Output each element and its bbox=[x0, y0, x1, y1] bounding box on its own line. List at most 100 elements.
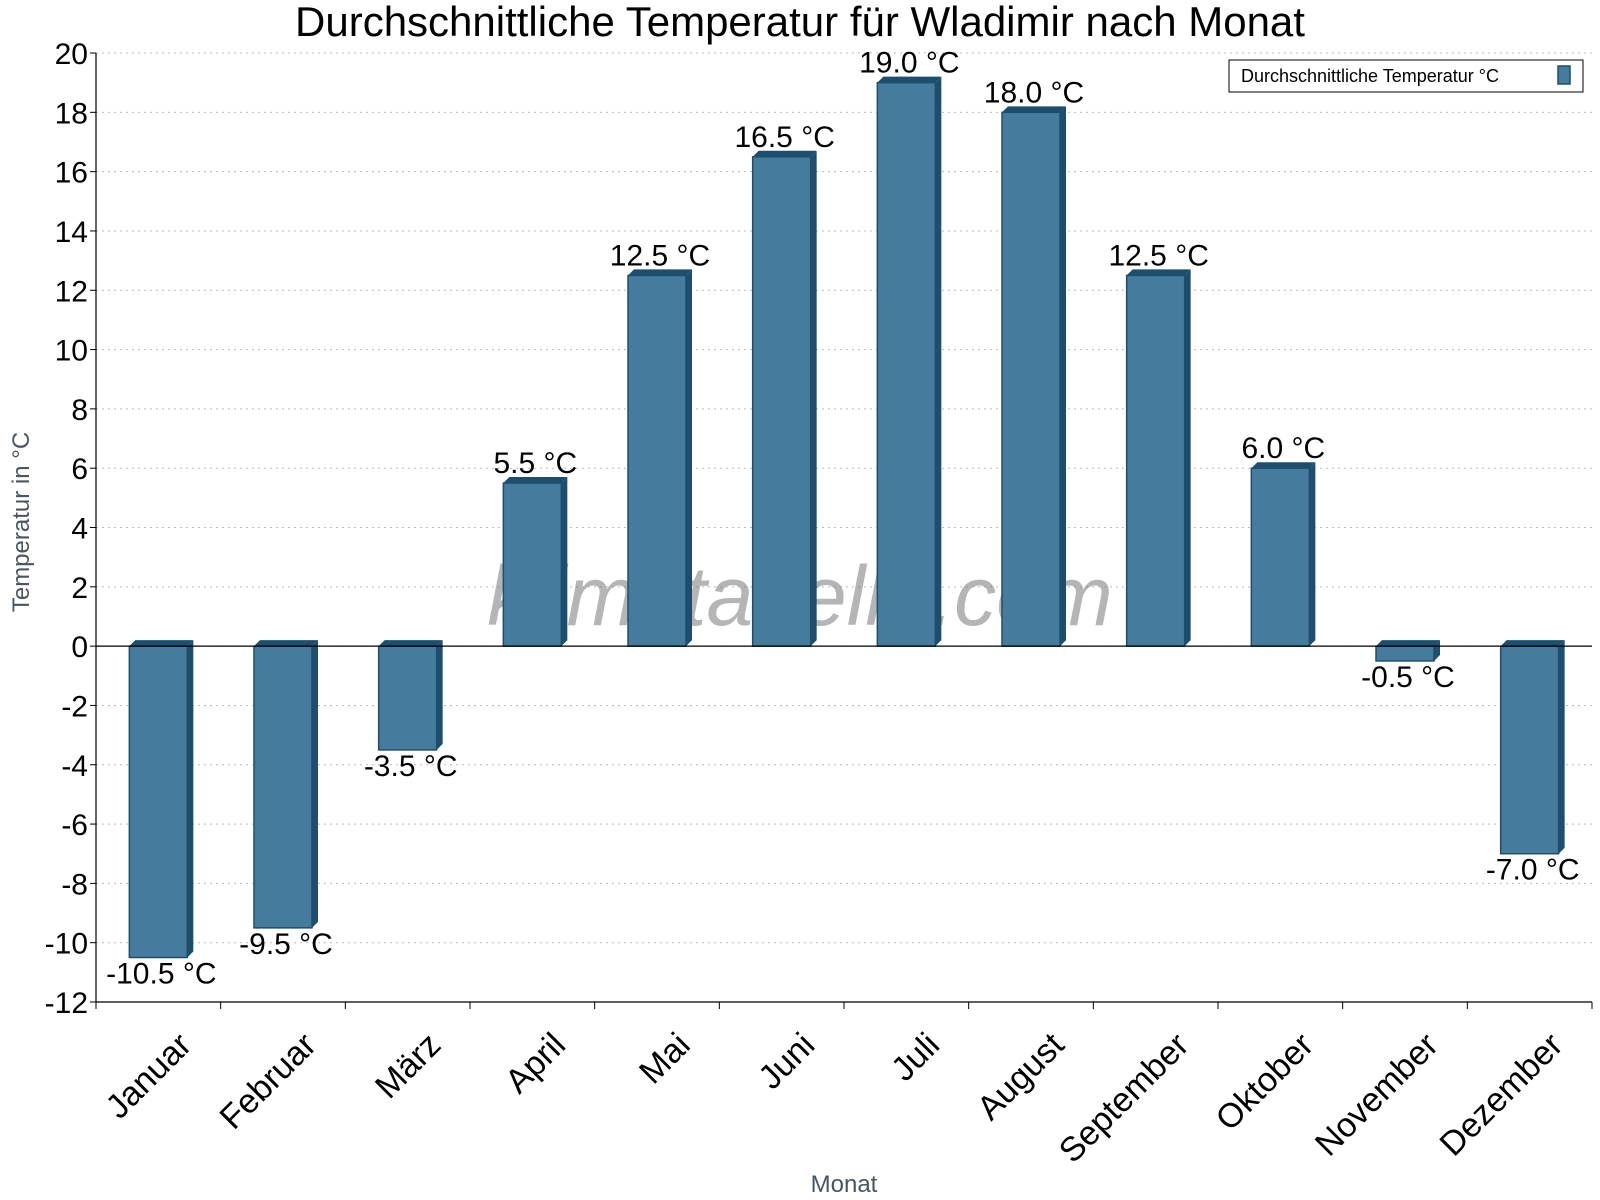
bar-top bbox=[628, 269, 692, 276]
data-label: 5.5 °C bbox=[493, 447, 577, 480]
y-tick-label: 14 bbox=[55, 216, 88, 249]
bar-top bbox=[1500, 640, 1565, 647]
bar-front bbox=[1375, 645, 1435, 662]
bar bbox=[1001, 106, 1066, 647]
data-label: -0.5 °C bbox=[1361, 661, 1455, 694]
bar-front bbox=[377, 645, 438, 751]
data-labels: -10.5 °C -9.5 °C -3.5 °C 5.5 °C 12.5 °C 16.5 … bbox=[106, 47, 1579, 991]
legend-swatch bbox=[1557, 65, 1571, 85]
data-label: 18.0 °C bbox=[984, 76, 1084, 109]
y-tick-label: -4 bbox=[61, 750, 88, 783]
x-tick-label: August bbox=[970, 1025, 1072, 1127]
bar bbox=[1499, 640, 1565, 855]
y-tick-label: -6 bbox=[61, 809, 88, 842]
bar-front bbox=[1001, 111, 1061, 647]
bar bbox=[253, 640, 318, 929]
bar-side bbox=[1184, 269, 1191, 647]
bar-top bbox=[1126, 269, 1191, 276]
x-tick-label: September bbox=[1052, 1026, 1196, 1170]
legend: Durchschnittliche Temperatur °C bbox=[1228, 59, 1584, 93]
bar-top bbox=[1251, 462, 1316, 469]
x-tick-label: Juli bbox=[884, 1026, 947, 1089]
bar-side bbox=[1060, 106, 1066, 647]
data-label: 12.5 °C bbox=[610, 239, 710, 272]
y-tick-label: -2 bbox=[61, 690, 88, 723]
bar-top bbox=[877, 76, 942, 83]
y-tick-label: 20 bbox=[55, 38, 88, 71]
data-label: 16.5 °C bbox=[734, 121, 834, 154]
y-tick-label: -12 bbox=[45, 987, 88, 1020]
x-tick-label: November bbox=[1308, 1026, 1446, 1164]
data-label: -7.0 °C bbox=[1486, 854, 1580, 887]
data-label: 12.5 °C bbox=[1108, 239, 1208, 272]
bar-front bbox=[128, 645, 189, 959]
data-label: 19.0 °C bbox=[859, 47, 959, 80]
y-tick-label: 4 bbox=[71, 513, 88, 546]
x-axis-title: Monat bbox=[811, 1171, 878, 1198]
gridlines bbox=[96, 52, 1592, 1003]
bar-front bbox=[502, 482, 563, 647]
data-label: -3.5 °C bbox=[364, 750, 458, 783]
bars bbox=[128, 76, 1565, 959]
y-tick-label: 12 bbox=[55, 275, 88, 308]
bar-side bbox=[1434, 640, 1440, 661]
legend-box bbox=[1228, 59, 1584, 93]
bar-side bbox=[935, 76, 942, 647]
bar-front bbox=[876, 81, 937, 647]
bar-side bbox=[686, 269, 692, 647]
bar bbox=[1375, 640, 1440, 662]
y-tick-label: 6 bbox=[71, 453, 88, 486]
bar bbox=[1125, 269, 1191, 647]
bar-side bbox=[436, 640, 443, 750]
bar bbox=[377, 640, 443, 751]
bar bbox=[128, 640, 194, 959]
bar-side bbox=[1309, 462, 1316, 647]
y-tick-label: 8 bbox=[71, 394, 88, 427]
bar-side bbox=[187, 640, 194, 958]
bar-front bbox=[1499, 645, 1560, 855]
y-tick-label: 10 bbox=[55, 335, 88, 368]
y-tick-label: 18 bbox=[55, 97, 88, 130]
bar-top bbox=[1376, 640, 1440, 647]
legend-label: Durchschnittliche Temperatur °C bbox=[1241, 66, 1499, 86]
bar-top bbox=[1002, 106, 1066, 113]
bar bbox=[1250, 462, 1316, 647]
x-tick-label: Januar bbox=[99, 1026, 199, 1126]
bar-front bbox=[253, 645, 313, 929]
y-tick-label: 16 bbox=[55, 157, 88, 190]
x-axis-ticks: Januar Februar März April Mai Juni Juli AugustS… bbox=[95, 1002, 1593, 1170]
chart-title: Durchschnittliche Temperatur für Wladimi… bbox=[295, 0, 1305, 45]
data-label: -10.5 °C bbox=[106, 958, 216, 991]
y-axis-title: Temperatur in °C bbox=[8, 432, 35, 612]
x-tick-label: Oktober bbox=[1209, 1026, 1321, 1138]
y-tick-label: 2 bbox=[71, 572, 88, 605]
bar-top bbox=[752, 150, 817, 157]
x-tick-label: Dezember bbox=[1433, 1026, 1571, 1164]
bar bbox=[502, 477, 568, 647]
bar-top bbox=[378, 640, 443, 647]
bar-top bbox=[503, 477, 568, 484]
data-label: 6.0 °C bbox=[1241, 432, 1325, 465]
bar-side bbox=[312, 640, 318, 928]
bar-side bbox=[1558, 640, 1565, 854]
bar-top bbox=[254, 640, 318, 647]
bar bbox=[751, 150, 817, 647]
bar-front bbox=[627, 274, 687, 647]
y-tick-label: 0 bbox=[71, 631, 88, 664]
x-tick-label: Juni bbox=[751, 1026, 822, 1097]
bar-front bbox=[1250, 467, 1311, 647]
bar bbox=[876, 76, 942, 647]
x-tick-label: Mai bbox=[632, 1026, 698, 1092]
bar-top bbox=[129, 640, 194, 647]
bar bbox=[627, 269, 692, 647]
data-label: -9.5 °C bbox=[239, 928, 333, 961]
bar-front bbox=[1125, 274, 1186, 647]
y-tick-label: -8 bbox=[61, 868, 88, 901]
x-tick-label: April bbox=[498, 1026, 573, 1101]
bar-side bbox=[561, 477, 568, 647]
bar-front bbox=[751, 156, 812, 647]
x-tick-label: März bbox=[368, 1026, 448, 1106]
bar-side bbox=[810, 150, 817, 647]
